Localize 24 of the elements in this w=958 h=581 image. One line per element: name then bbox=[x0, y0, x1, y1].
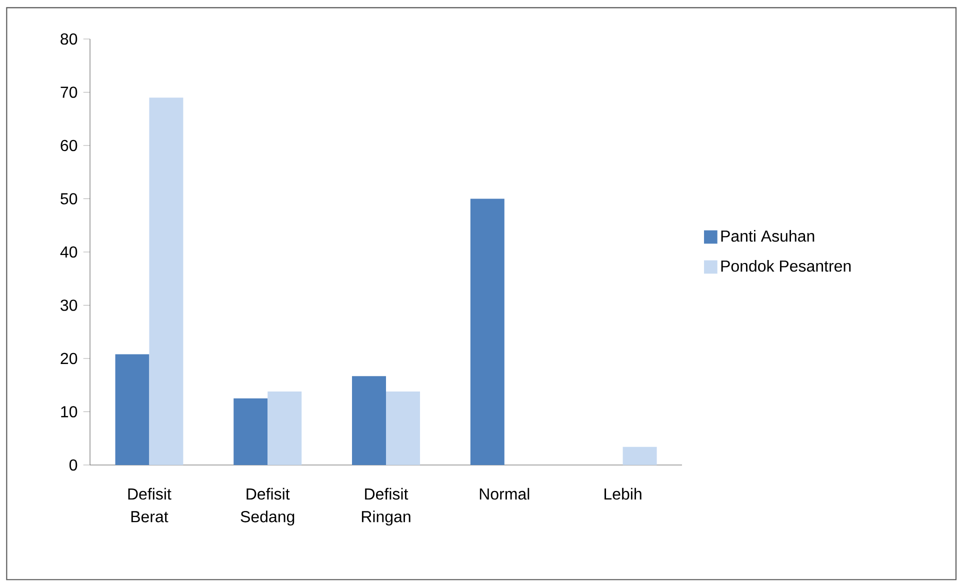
x-tick-label: Lebih bbox=[604, 488, 642, 500]
legend-label: Pondok Pesantren bbox=[721, 260, 851, 272]
x-tick-label: Defisit Sedang bbox=[240, 488, 294, 526]
y-tick-label: 60 bbox=[60, 140, 78, 152]
y-tick-label: 40 bbox=[60, 246, 78, 258]
bar bbox=[268, 392, 302, 465]
bar bbox=[234, 398, 268, 465]
bar bbox=[470, 198, 504, 465]
x-tick-label: Defisit Berat bbox=[128, 488, 172, 522]
y-tick-label: 70 bbox=[60, 86, 78, 98]
y-tick-label: 0 bbox=[69, 459, 78, 471]
y-tick-label: 10 bbox=[61, 406, 78, 418]
y-tick-label: 80 bbox=[60, 33, 78, 45]
legend-label: Panti Asuhan bbox=[721, 230, 814, 242]
y-tick-label: 20 bbox=[60, 352, 78, 364]
y-tick-label: 50 bbox=[60, 193, 78, 204]
bar bbox=[352, 376, 386, 465]
bar bbox=[149, 98, 184, 465]
bar bbox=[386, 392, 420, 465]
bar bbox=[115, 354, 150, 465]
bar bbox=[622, 446, 657, 465]
x-tick-label: Normal bbox=[480, 488, 530, 500]
x-tick-label: Defisit Ringan bbox=[362, 488, 410, 526]
y-tick-label: 30 bbox=[60, 300, 78, 311]
